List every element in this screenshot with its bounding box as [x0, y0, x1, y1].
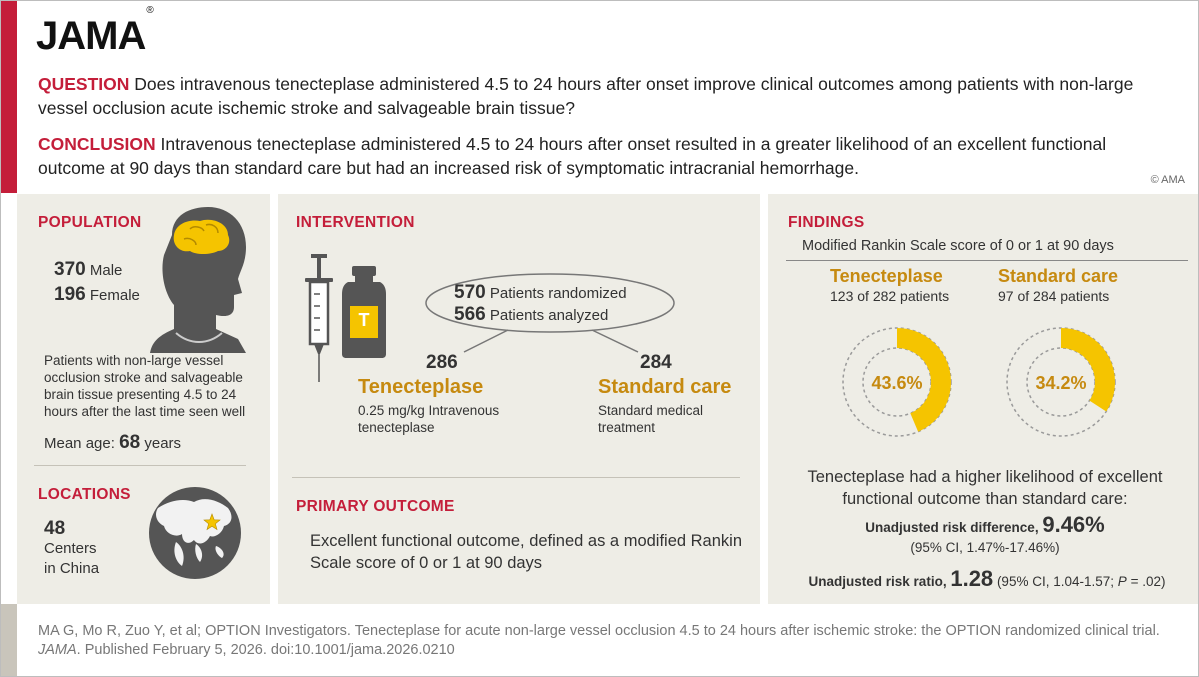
group1-name: Tenecteplase: [830, 266, 943, 286]
group1-counts: 123 of 282 patients: [830, 288, 950, 304]
arm2-description: Standard medical treatment: [598, 403, 704, 435]
donut-percent-label: 34.2%: [1035, 373, 1086, 393]
intervention-heading: INTERVENTION: [296, 214, 415, 231]
findings-heading: FINDINGS: [788, 214, 865, 231]
mean-age-value: 68: [119, 432, 141, 453]
copyright: © AMA: [1150, 174, 1185, 186]
randomization-connectors: [425, 273, 675, 353]
divider: [34, 465, 246, 466]
female-count: 196: [54, 284, 86, 305]
donut-arc: [897, 328, 951, 432]
citation-journal: JAMA: [38, 642, 77, 658]
donut-arc: [1061, 328, 1115, 412]
question-label: QUESTION: [38, 74, 130, 94]
locations-heading: LOCATIONS: [38, 486, 131, 503]
panel-divider: [760, 194, 768, 604]
risk-difference-value: 9.46%: [1042, 512, 1105, 537]
risk-difference: Unadjusted risk difference, 9.46%: [865, 512, 1105, 537]
divider: [292, 477, 740, 478]
arm2-name: Standard care: [598, 376, 732, 398]
arm1-count: 286: [426, 352, 458, 373]
accent-bar-bottom: [1, 604, 17, 676]
arm1-name: Tenecteplase: [358, 376, 484, 398]
accent-bar-top: [1, 1, 17, 193]
donut-percent-label: 43.6%: [871, 373, 922, 393]
mean-age: Mean age: 68 years: [44, 432, 182, 453]
randomized-count: 570: [454, 282, 486, 303]
donut-standard-care: 34.2%: [1006, 327, 1116, 437]
arm2-count: 284: [640, 352, 672, 373]
syringe-icon: [305, 254, 333, 382]
randomization-counts: 570 Patients randomized 566 Patients ana…: [454, 282, 627, 325]
vial-icon: [342, 266, 386, 358]
primary-outcome-heading: PRIMARY OUTCOME: [296, 498, 455, 515]
divider: [786, 260, 1188, 261]
locations-count-block: 48 Centers in China: [44, 518, 100, 578]
male-count: 370: [54, 259, 86, 280]
head-brain-icon: [150, 207, 246, 353]
risk-difference-ci: (95% CI, 1.47%-17.46%): [910, 540, 1060, 555]
conclusion-label: CONCLUSION: [38, 134, 156, 154]
conclusion-text: Intravenous tenecteplase administered 4.…: [38, 134, 1107, 178]
population-sex-counts: 370 Male 196 Female: [54, 258, 140, 308]
group2-name: Standard care: [998, 266, 1119, 286]
question-block: QUESTION Does intravenous tenecteplase a…: [38, 72, 1158, 120]
findings-subtitle: Modified Rankin Scale score of 0 or 1 at…: [802, 238, 1114, 254]
male-label: Male: [89, 262, 123, 279]
findings-donut-charts: 43.6% 34.2%: [842, 327, 1116, 437]
group2-counts: 97 of 284 patients: [998, 288, 1110, 304]
primary-outcome-text: Excellent functional outcome, defined as…: [310, 532, 743, 572]
jama-logo: JAMA®: [36, 4, 154, 58]
risk-ratio-value: 1.28: [950, 566, 994, 591]
question-text: Does intravenous tenecteplase administer…: [38, 74, 1134, 118]
arm1-description: 0.25 mg/kg Intravenous tenecteplase: [358, 403, 500, 435]
centers-count: 48: [44, 518, 66, 539]
conclusion-block: CONCLUSION Intravenous tenecteplase admi…: [38, 132, 1168, 180]
analyzed-count: 566: [454, 304, 486, 325]
citation: MA G, Mo R, Zuo Y, et al; OPTION Investi…: [38, 623, 1160, 658]
findings-summary: Tenecteplase had a higher likelihood of …: [807, 468, 1163, 508]
vial-letter: T: [358, 310, 370, 330]
panel-divider: [270, 194, 278, 604]
population-description: Patients with non-large vessel occlusion…: [44, 353, 246, 419]
risk-ratio: Unadjusted risk ratio, 1.28 (95% CI, 1.0…: [808, 566, 1166, 591]
globe-china-icon: [149, 487, 241, 579]
donut-tenecteplase: 43.6%: [842, 327, 952, 437]
population-heading: POPULATION: [38, 214, 142, 231]
female-label: Female: [89, 287, 140, 304]
